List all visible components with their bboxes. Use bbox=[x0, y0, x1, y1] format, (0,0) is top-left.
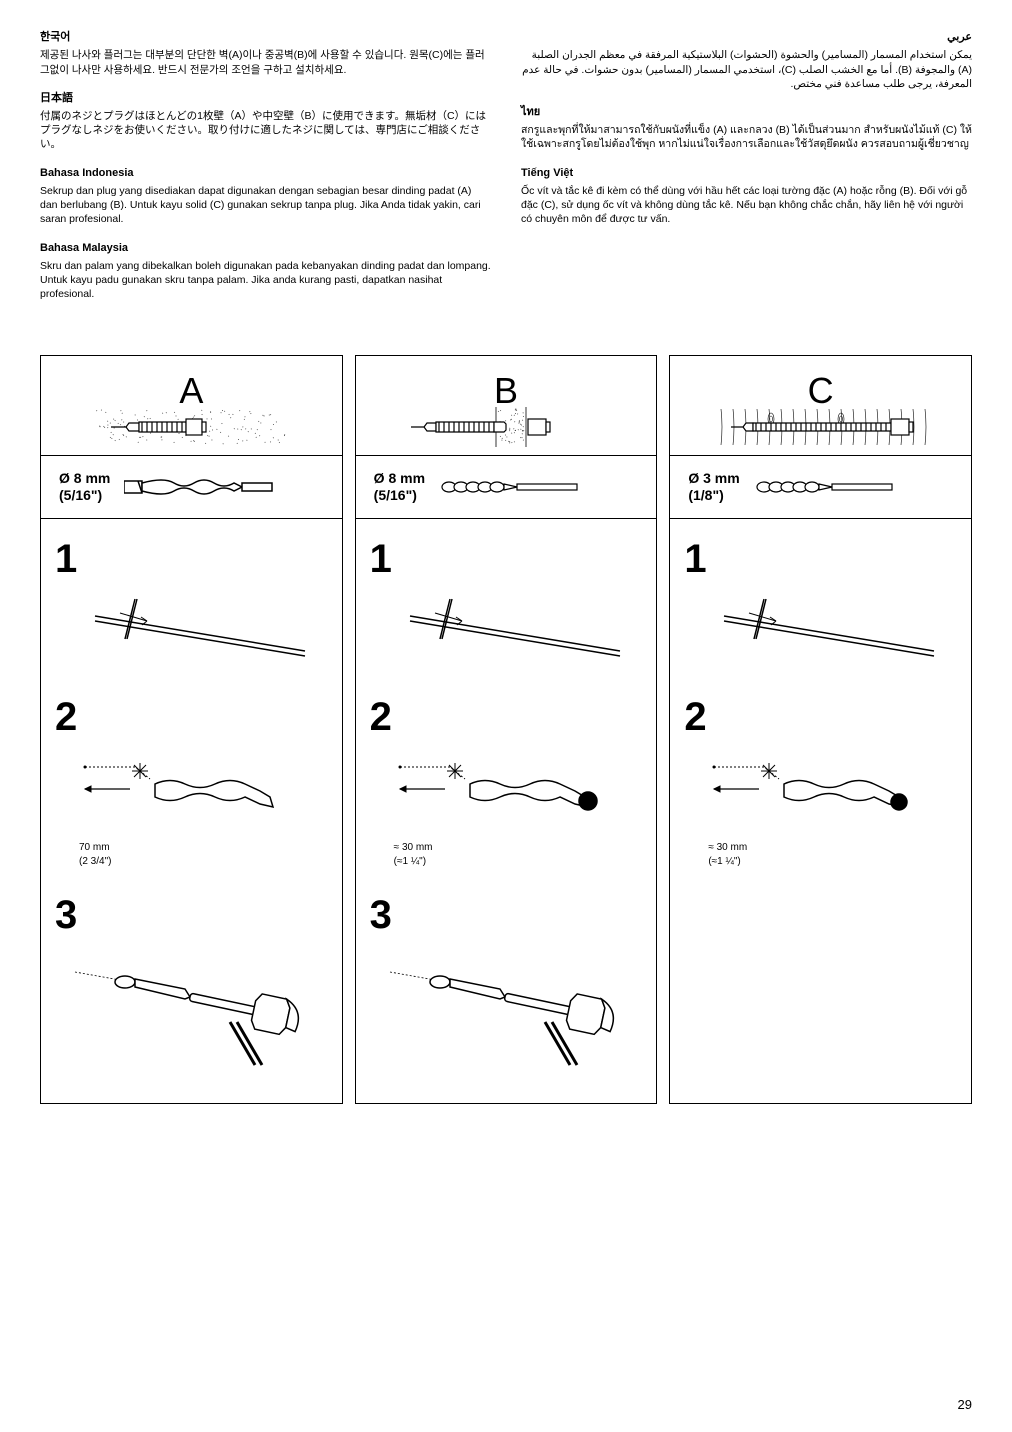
language-title: Bahasa Malaysia bbox=[40, 241, 491, 256]
language-block: Bahasa Malaysia Skru dan palam yang dibek… bbox=[40, 241, 491, 302]
drill-label: Ø 3 mm(1/8") bbox=[688, 470, 739, 504]
language-text: يمكن استخدام المسمار (المسامير) والحشوة … bbox=[521, 48, 972, 91]
drill-bit-icon bbox=[439, 476, 589, 498]
step-drill-icon bbox=[370, 591, 630, 671]
step-number: 2 bbox=[684, 689, 957, 745]
step-hammer-icon bbox=[370, 947, 630, 1067]
language-title: 한국어 bbox=[40, 30, 491, 45]
step: 2 ≈ 30 mm(≈1 ¼") bbox=[370, 689, 643, 869]
steps-container: 1 2 bbox=[356, 519, 657, 1103]
language-block: 한국어제공된 나사와 플러그는 대부분의 단단한 벽(A)이나 중공벽(B)에 … bbox=[40, 30, 491, 77]
step: 2 ≈ 30 mm(≈1 ¼") bbox=[684, 689, 957, 869]
language-title: ไทย bbox=[521, 105, 972, 120]
step-dimension: ≈ 30 mm(≈1 ¼") bbox=[394, 841, 643, 869]
page-number: 29 bbox=[958, 1396, 972, 1414]
step-plug-icon bbox=[684, 749, 944, 839]
drill-label: Ø 8 mm(5/16") bbox=[374, 470, 425, 504]
step-number: 3 bbox=[370, 887, 643, 943]
wall-solid-icon bbox=[91, 405, 291, 449]
language-title: Bahasa Indonesia bbox=[40, 166, 491, 181]
step-number: 1 bbox=[370, 531, 643, 587]
step-number: 1 bbox=[684, 531, 957, 587]
steps-container: 1 2 bbox=[670, 519, 971, 1103]
language-block: عربي يمكن استخدام المسمار (المسامير) والح… bbox=[521, 30, 972, 91]
step-dimension: 70 mm(2 3/4") bbox=[79, 841, 328, 869]
language-text: 付属のネジとプラグはほとんどの1枚壁（A）や中空壁（B）に使用できます。無垢材（… bbox=[40, 109, 491, 152]
language-text: Sekrup dan plug yang disediakan dapat di… bbox=[40, 184, 491, 227]
language-text: Ốc vít và tắc kê đi kèm có thể dùng với … bbox=[521, 184, 972, 227]
language-title: 日本語 bbox=[40, 91, 491, 106]
steps-container: 1 2 bbox=[41, 519, 342, 1103]
step-number: 3 bbox=[55, 887, 328, 943]
drill-size-row: Ø 8 mm(5/16") bbox=[356, 456, 657, 519]
instruction-panel: A Ø 8 mm(5/16") 1 bbox=[40, 355, 343, 1104]
drill-bit-icon bbox=[124, 473, 274, 501]
panel-header: B bbox=[356, 356, 657, 456]
step-hammer-icon bbox=[55, 947, 315, 1067]
step-number: 2 bbox=[370, 689, 643, 745]
step-number: 1 bbox=[55, 531, 328, 587]
language-block: Tiếng Việt Ốc vít và tắc kê đi kèm có thể… bbox=[521, 166, 972, 227]
step: 1 bbox=[55, 531, 328, 671]
step-drill-icon bbox=[55, 591, 315, 671]
instruction-panel: B Ø 8 mm(5/16") bbox=[355, 355, 658, 1104]
language-text: Skru dan palam yang dibekalkan boleh dig… bbox=[40, 259, 491, 302]
wall-hollow-icon bbox=[396, 405, 616, 449]
step-drill-icon bbox=[684, 591, 944, 671]
instruction-panel: C Ø 3 mm(1/8") bbox=[669, 355, 972, 1104]
step: 1 bbox=[370, 531, 643, 671]
language-block: 日本語付属のネジとプラグはほとんどの1枚壁（A）や中空壁（B）に使用できます。無… bbox=[40, 91, 491, 152]
language-text: 제공된 나사와 플러그는 대부분의 단단한 벽(A)이나 중공벽(B)에 사용할… bbox=[40, 48, 491, 76]
language-title: Tiếng Việt bbox=[521, 166, 972, 181]
step-number: 2 bbox=[55, 689, 328, 745]
step: 3 bbox=[370, 887, 643, 1067]
drill-size-row: Ø 3 mm(1/8") bbox=[670, 456, 971, 519]
step: 2 70 mm(2 3/4") bbox=[55, 689, 328, 869]
drill-label: Ø 8 mm(5/16") bbox=[59, 470, 110, 504]
step-plug-icon bbox=[55, 749, 315, 839]
panel-header: C bbox=[670, 356, 971, 456]
language-block: ไทยสกรูและพุกที่ให้มาสามารถใช้กับผนังที่… bbox=[521, 105, 972, 152]
language-text: สกรูและพุกที่ให้มาสามารถใช้กับผนังที่แข็… bbox=[521, 123, 972, 151]
drill-bit-icon bbox=[754, 476, 904, 498]
drill-size-row: Ø 8 mm(5/16") bbox=[41, 456, 342, 519]
language-title: عربي bbox=[521, 30, 972, 45]
step-plug-icon bbox=[370, 749, 630, 839]
step-dimension: ≈ 30 mm(≈1 ¼") bbox=[708, 841, 957, 869]
wall-wood-icon bbox=[711, 405, 931, 449]
step: 3 bbox=[55, 887, 328, 1067]
language-block: Bahasa Indonesia Sekrup dan plug yang dis… bbox=[40, 166, 491, 227]
panel-header: A bbox=[41, 356, 342, 456]
step: 1 bbox=[684, 531, 957, 671]
